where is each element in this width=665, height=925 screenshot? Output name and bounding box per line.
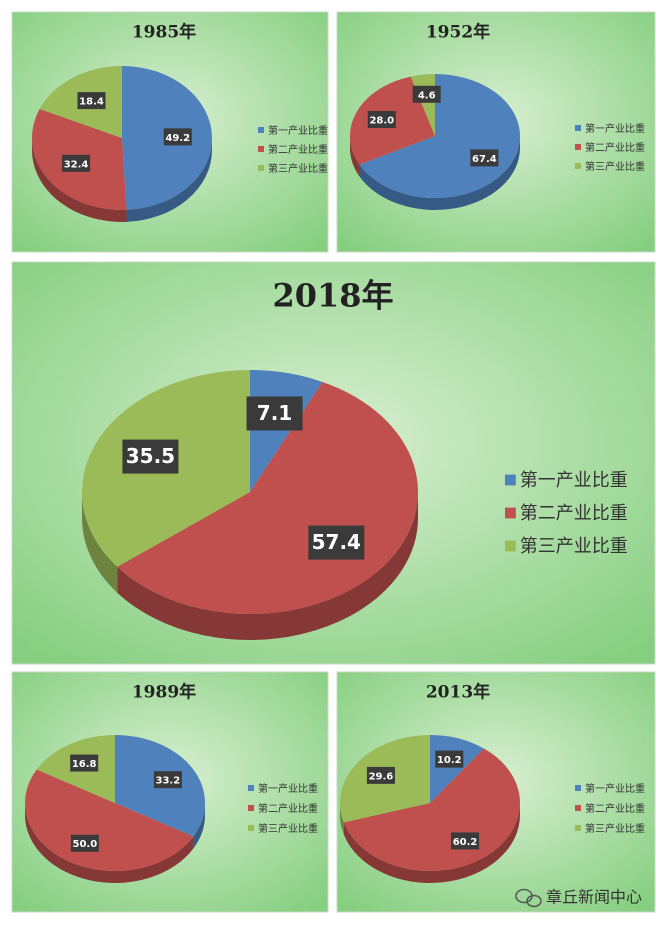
chart-title: 1985年	[132, 22, 196, 43]
pie-side	[25, 803, 194, 883]
value-label-box	[367, 110, 396, 128]
pie-side	[350, 136, 360, 177]
legend-swatch	[248, 805, 254, 811]
legend-swatch	[575, 125, 581, 131]
value-label-box	[366, 766, 395, 784]
pie-side	[82, 492, 118, 593]
legend-swatch	[248, 785, 254, 791]
value-label-box	[70, 834, 99, 852]
legend-swatch	[575, 825, 581, 831]
value-label-box	[153, 771, 182, 789]
legend-swatch	[575, 785, 581, 791]
chart-title: 2018年	[272, 277, 393, 315]
pie-side	[343, 803, 521, 884]
pie-side	[32, 138, 127, 222]
legend-label: 第三产业比重	[268, 162, 328, 175]
legend-label: 第三产业比重	[258, 822, 318, 835]
value-label: 28.0	[369, 115, 394, 126]
value-label-box	[412, 85, 441, 103]
value-label: 4.6	[418, 90, 436, 101]
legend-label: 第三产业比重	[520, 536, 628, 557]
value-label-box	[246, 396, 303, 431]
value-label: 7.1	[257, 401, 292, 425]
pie-side	[117, 492, 418, 640]
value-label-box	[70, 754, 99, 772]
value-label-box	[77, 92, 106, 110]
legend-swatch	[505, 540, 516, 552]
legend-swatch	[505, 507, 516, 519]
legend-label: 第三产业比重	[585, 822, 645, 835]
pie-side	[340, 803, 344, 835]
value-label-box	[62, 154, 91, 172]
legend-swatch	[248, 825, 254, 831]
legend-swatch	[258, 165, 264, 171]
legend-swatch	[258, 146, 264, 152]
value-label-box	[470, 149, 499, 167]
value-label-box	[122, 439, 179, 474]
legend-label: 第一产业比重	[585, 782, 645, 795]
pie-side	[359, 136, 520, 210]
legend-label: 第一产业比重	[520, 470, 628, 491]
pie-side	[193, 803, 205, 849]
value-label: 16.8	[72, 759, 97, 770]
legend-swatch	[575, 163, 581, 169]
watermark: 章丘新闻中心	[515, 888, 642, 908]
legend-label: 第二产业比重	[258, 802, 318, 815]
legend-swatch	[575, 805, 581, 811]
value-label: 50.0	[73, 839, 98, 850]
legend-swatch	[575, 144, 581, 150]
legend-label: 第一产业比重	[585, 122, 645, 135]
legend-label: 第二产业比重	[520, 503, 628, 524]
value-label-box	[451, 832, 480, 850]
pie-slice	[24, 769, 194, 871]
value-label: 29.6	[369, 771, 394, 782]
legend-swatch	[258, 127, 264, 133]
pie-slice	[359, 74, 520, 198]
value-label: 18.4	[79, 97, 104, 108]
value-label: 33.2	[156, 776, 181, 787]
pie-side	[126, 138, 212, 222]
chart-title: 1989年	[132, 682, 196, 703]
watermark-text: 章丘新闻中心	[546, 888, 642, 907]
legend-label: 第二产业比重	[268, 143, 328, 156]
value-label: 60.2	[453, 837, 478, 848]
legend-label: 第二产业比重	[585, 141, 645, 154]
legend-label: 第三产业比重	[585, 160, 645, 173]
chart-title: 2013年	[426, 682, 490, 703]
legend-swatch	[505, 474, 516, 486]
value-label-box	[163, 128, 192, 146]
value-label: 57.4	[312, 530, 361, 554]
value-label: 10.2	[437, 755, 462, 766]
value-label: 35.5	[126, 444, 175, 468]
value-label: 67.4	[472, 154, 497, 165]
legend-label: 第一产业比重	[268, 124, 328, 137]
legend-label: 第二产业比重	[585, 802, 645, 815]
value-label: 49.2	[165, 133, 190, 144]
value-label-box	[308, 525, 365, 560]
legend-label: 第一产业比重	[258, 782, 318, 795]
value-label-box	[435, 750, 464, 768]
chart-title: 1952年	[426, 22, 490, 43]
value-label: 32.4	[64, 159, 89, 170]
